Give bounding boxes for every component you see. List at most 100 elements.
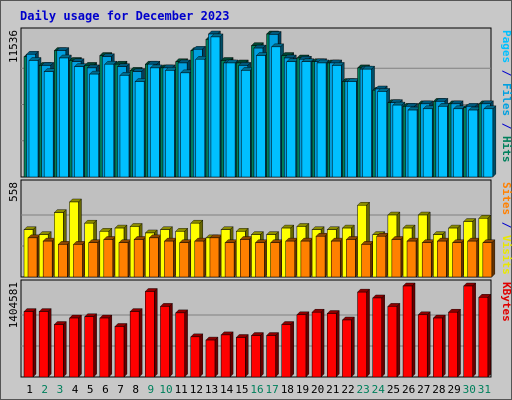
bar-pages-day-8	[134, 81, 145, 178]
bar-pages-day-13	[210, 36, 221, 178]
bar-kbytes-day-24-side	[381, 294, 385, 378]
x-tick-label: 16	[250, 383, 263, 396]
bar-kbytes-day-23	[357, 291, 367, 378]
bar-kbytes-day-8-side	[138, 308, 143, 378]
chart-title: Daily usage for December 2023	[20, 9, 230, 23]
bar-pages-day-9	[150, 67, 160, 178]
x-tick-label: 27	[417, 383, 430, 396]
bar-kbytes-day-25	[387, 306, 398, 378]
bar-kbytes-day-22	[342, 319, 352, 378]
bar-pages-day-22	[347, 81, 357, 178]
bar-kbytes-day-14	[220, 334, 231, 378]
bar-kbytes-day-9-side	[154, 287, 158, 378]
bar-kbytes-day-24	[372, 297, 382, 378]
bar-kbytes-day-7	[114, 326, 125, 378]
x-tick-label: 9	[148, 383, 155, 396]
x-tick-label: 6	[102, 383, 109, 396]
bar-kbytes-day-11	[175, 312, 185, 378]
bar-pages-day-14	[225, 62, 236, 178]
bar-sites-day-27	[421, 242, 432, 278]
bar-kbytes-day-12-side	[199, 333, 203, 378]
bar-kbytes-day-29-side	[457, 308, 461, 378]
panel-visits-ymax-label: 558	[7, 182, 20, 202]
panel-hits-ymax-label: 11536	[7, 30, 20, 63]
x-tick-label: 21	[326, 383, 339, 396]
series-label-part: KBytes	[500, 282, 512, 322]
x-tick-label: 30	[463, 383, 476, 396]
x-tick-label: 3	[57, 383, 64, 396]
x-tick-label: 1	[26, 383, 33, 396]
bar-sites-day-2	[42, 240, 53, 278]
bar-sites-day-15	[240, 239, 250, 278]
bar-kbytes-day-5-side	[93, 313, 97, 378]
bar-pages-day-21	[331, 65, 342, 178]
series-label-part: Sites	[500, 182, 512, 215]
series-label-part: Pages	[500, 30, 512, 63]
bar-kbytes-day-7-side	[123, 322, 128, 378]
x-tick-label: 11	[175, 383, 188, 396]
x-tick-label: 22	[341, 383, 354, 396]
bar-kbytes-day-3-side	[63, 321, 67, 378]
bar-sites-day-5	[88, 242, 98, 278]
x-tick-label: 15	[235, 383, 248, 396]
bar-pages-day-18	[286, 61, 296, 178]
bar-sites-day-20	[315, 235, 326, 278]
bar-sites-day-13	[209, 237, 220, 278]
bar-pages-day-16	[256, 55, 266, 178]
x-tick-label: 31	[478, 383, 491, 396]
bar-pages-day-31	[483, 108, 494, 178]
bar-kbytes-day-30-side	[472, 282, 476, 378]
bar-sites-day-1	[27, 237, 38, 278]
series-label-part: Files	[500, 83, 512, 116]
bar-sites-day-24	[376, 235, 386, 278]
bar-kbytes-day-11-side	[184, 309, 188, 378]
x-tick-label: 25	[387, 383, 400, 396]
x-tick-label: 8	[132, 383, 139, 396]
bar-pages-day-24	[377, 91, 387, 178]
panel-kbytes-series-label: KBytes	[500, 282, 512, 322]
bar-pages-day-20	[316, 62, 327, 178]
bar-pages-day-25	[392, 104, 403, 178]
bar-pages-day-15	[241, 70, 251, 178]
bar-pages-day-29	[453, 108, 463, 178]
bar-pages-day-1	[28, 60, 39, 178]
bar-sites-day-23	[361, 244, 371, 278]
x-tick-label: 17	[266, 383, 279, 396]
series-label-part: /	[500, 63, 512, 83]
bar-kbytes-day-26	[402, 285, 413, 378]
bar-kbytes-day-19	[296, 314, 307, 378]
bar-kbytes-day-19-side	[305, 311, 310, 378]
bar-sites-day-18	[285, 240, 295, 278]
bar-sites-day-31	[482, 242, 493, 278]
bar-kbytes-day-28	[433, 317, 443, 378]
series-label-part: Hits	[500, 136, 512, 163]
bar-kbytes-day-8	[129, 311, 140, 378]
bar-kbytes-day-9	[145, 291, 155, 378]
x-tick-label: 29	[447, 383, 460, 396]
bar-pages-day-10	[165, 70, 175, 178]
bar-kbytes-day-10-side	[169, 302, 173, 378]
bar-kbytes-day-3	[54, 324, 64, 378]
bar-kbytes-day-30	[463, 285, 473, 378]
bar-sites-day-4	[73, 244, 83, 278]
bar-sites-day-12	[194, 240, 205, 278]
bar-kbytes-day-13	[205, 339, 216, 378]
bar-kbytes-day-20	[311, 311, 322, 378]
bar-kbytes-day-2	[38, 311, 49, 378]
x-tick-label: 7	[117, 383, 124, 396]
bar-pages-day-31-side	[492, 105, 497, 178]
x-tick-label: 23	[357, 383, 370, 396]
bar-kbytes-day-17-side	[275, 332, 279, 378]
bar-kbytes-day-4-side	[78, 314, 82, 378]
bar-kbytes-day-26-side	[411, 282, 416, 378]
bar-kbytes-day-15-side	[245, 333, 249, 378]
bar-kbytes-day-6	[99, 317, 110, 378]
bar-kbytes-day-4	[69, 317, 79, 378]
bar-sites-day-25	[391, 239, 402, 278]
bar-kbytes-day-16-side	[260, 332, 264, 378]
x-tick-label: 12	[190, 383, 203, 396]
bar-kbytes-day-23-side	[366, 288, 370, 378]
bar-kbytes-day-10	[160, 306, 170, 378]
x-tick-label: 18	[281, 383, 294, 396]
